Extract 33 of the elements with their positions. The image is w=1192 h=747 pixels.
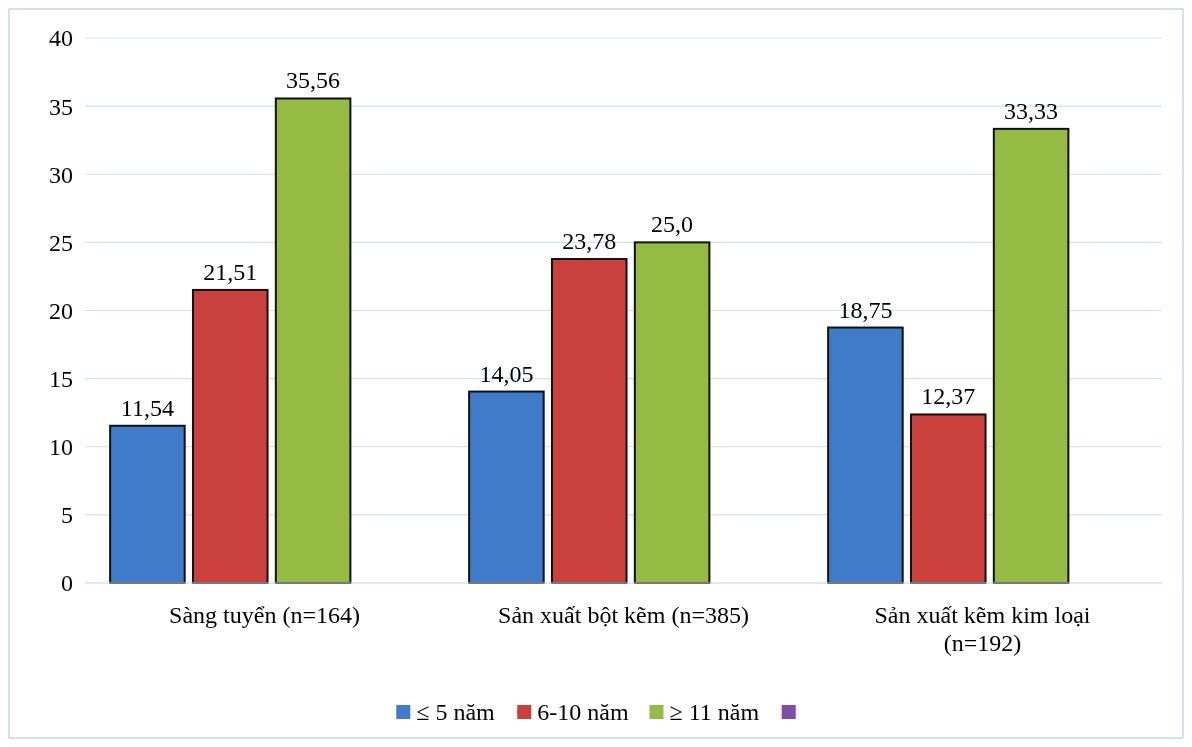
bar [550, 258, 628, 584]
bar [468, 390, 545, 584]
bar [909, 413, 987, 584]
legend-label: 6-10 năm [537, 699, 629, 726]
y-tick-label: 30 [49, 161, 73, 188]
y-tick-label: 25 [49, 229, 73, 256]
data-label: 33,33 [1004, 97, 1059, 124]
data-label: 23,78 [562, 228, 617, 254]
x-tick-label: Sản xuất kẽm kim loại (n=192) [874, 602, 1091, 656]
data-label: 18,75 [838, 296, 893, 323]
y-tick-label: 5 [61, 502, 73, 529]
bar [191, 288, 269, 584]
y-tick-label: 40 [49, 25, 73, 52]
x-tick-label: Sàng tuyển (n=164) [169, 602, 360, 628]
data-label: 35,56 [286, 67, 341, 94]
bar [633, 241, 711, 584]
bar [274, 97, 352, 584]
legend-label: ≥ 11 năm [669, 699, 760, 726]
data-label: 12,37 [921, 383, 976, 410]
data-label: 14,05 [479, 360, 534, 387]
y-tick-label: 15 [49, 366, 73, 393]
data-label: 21,51 [203, 258, 258, 285]
data-label: 11,54 [120, 394, 174, 421]
y-tick-label: 0 [61, 570, 73, 597]
data-label: 25,0 [651, 211, 694, 238]
bar [992, 127, 1070, 584]
legend-label: ≤ 5 năm [416, 699, 496, 726]
y-tick-label: 20 [49, 297, 73, 324]
x-tick-label: Sản xuất bột kẽm (n=385) [498, 602, 749, 628]
bar [827, 326, 904, 584]
y-tick-label: 35 [49, 93, 73, 120]
y-tick-label: 10 [49, 434, 73, 461]
bar [109, 424, 186, 584]
